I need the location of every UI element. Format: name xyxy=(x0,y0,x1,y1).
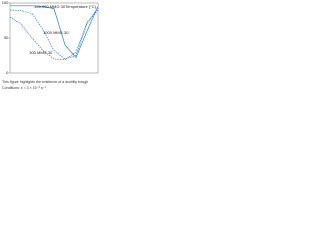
series-line xyxy=(10,5,99,59)
y-tick-label: 50 xyxy=(4,35,9,40)
caption-line: This figure highlights the existence of … xyxy=(2,80,88,84)
series-line xyxy=(9,9,99,61)
caption-line: Conditions: ε̇ = 3 × 10⁻³ s⁻¹ xyxy=(2,86,47,90)
chart: Temperature (°C) This figure highlights … xyxy=(0,0,100,105)
background xyxy=(0,0,100,105)
series-label: 1000 MMG 30 xyxy=(43,30,69,35)
series-line xyxy=(9,7,99,60)
y-tick-label: 100 xyxy=(2,0,9,5)
series-label: 150,000 MMG 30 xyxy=(34,4,66,9)
y-tick-label: 0 xyxy=(6,70,9,75)
page: {"chart_data": {"type": "line", "x_label… xyxy=(0,0,100,105)
x-axis-label: Temperature (°C) xyxy=(65,4,96,9)
series-label: 300 MMG 30 xyxy=(29,50,53,55)
